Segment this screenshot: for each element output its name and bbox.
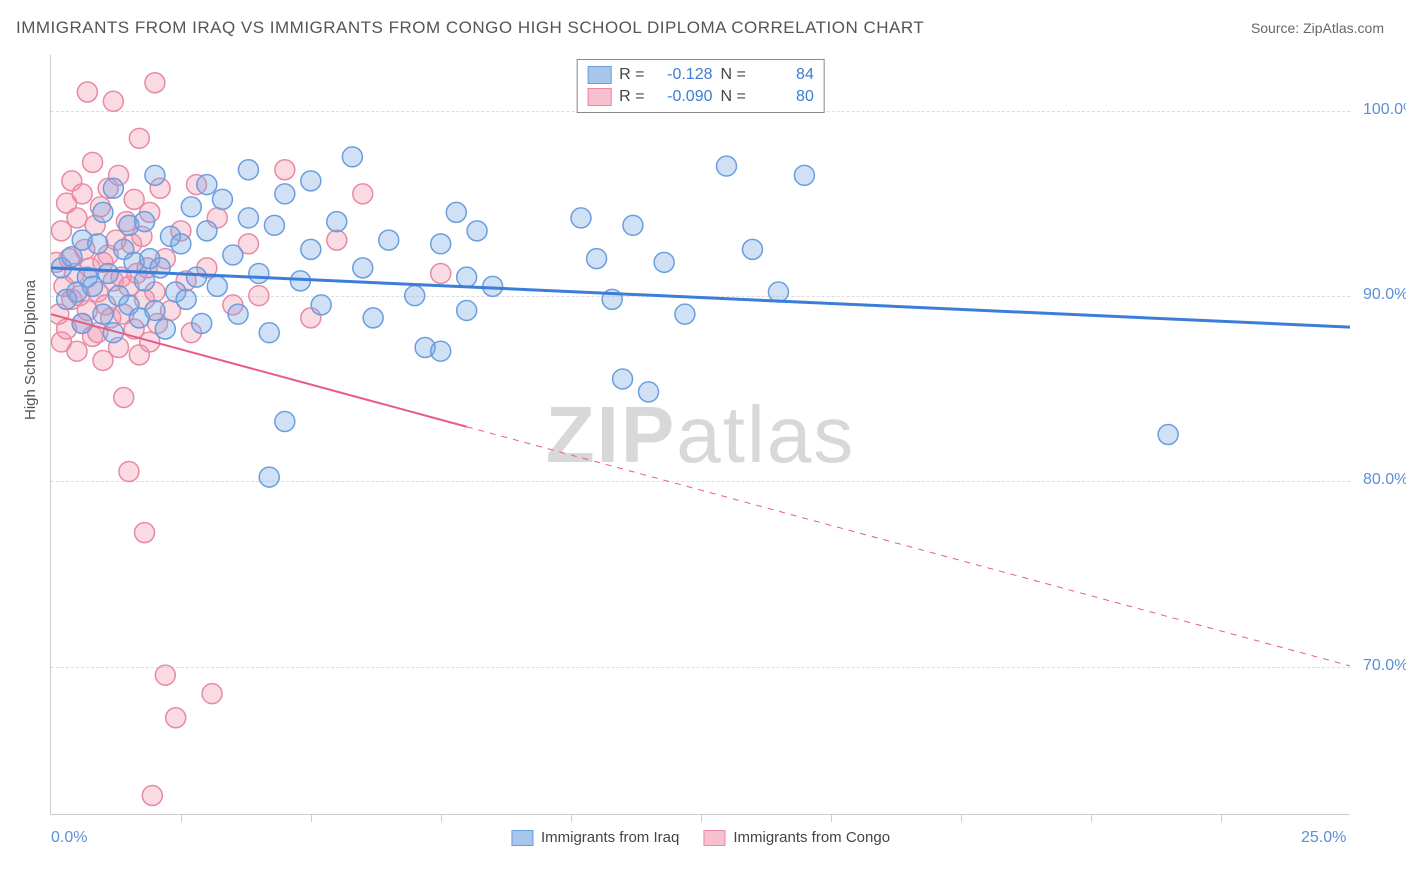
- x-minor-tick: [311, 814, 312, 822]
- legend-swatch-icon: [587, 66, 611, 84]
- stats-legend: R = -0.128 N = 84 R = -0.090 N = 80: [576, 59, 825, 113]
- y-tick-label: 70.0%: [1363, 657, 1406, 675]
- y-tick-label: 100.0%: [1363, 101, 1406, 119]
- x-minor-tick: [441, 814, 442, 822]
- x-minor-tick: [1221, 814, 1222, 822]
- legend-item-iraq: Immigrants from Iraq: [511, 829, 679, 846]
- legend-swatch-icon: [511, 830, 533, 846]
- x-minor-tick: [571, 814, 572, 822]
- legend-swatch-icon: [703, 830, 725, 846]
- x-minor-tick: [831, 814, 832, 822]
- y-axis-label: High School Diploma: [22, 280, 39, 420]
- y-tick-label: 80.0%: [1363, 471, 1406, 489]
- plot-area: ZIPatlas R = -0.128 N = 84 R = -0.090 N …: [50, 55, 1350, 815]
- stats-legend-row-2: R = -0.090 N = 80: [587, 86, 814, 108]
- legend-swatch-icon: [587, 88, 611, 106]
- x-tick-label: 0.0%: [51, 829, 87, 847]
- x-tick-label: 25.0%: [1301, 829, 1346, 847]
- x-minor-tick: [181, 814, 182, 822]
- scatter-plot-svg: [51, 55, 1350, 814]
- x-minor-tick: [961, 814, 962, 822]
- chart-title: IMMIGRANTS FROM IRAQ VS IMMIGRANTS FROM …: [16, 18, 924, 38]
- legend-item-congo: Immigrants from Congo: [703, 829, 890, 846]
- y-tick-label: 90.0%: [1363, 286, 1406, 304]
- stats-legend-row-1: R = -0.128 N = 84: [587, 64, 814, 86]
- x-minor-tick: [1091, 814, 1092, 822]
- series-legend: Immigrants from Iraq Immigrants from Con…: [511, 829, 890, 846]
- source-label: Source: ZipAtlas.com: [1251, 20, 1384, 36]
- x-minor-tick: [701, 814, 702, 822]
- chart-container: IMMIGRANTS FROM IRAQ VS IMMIGRANTS FROM …: [0, 0, 1406, 892]
